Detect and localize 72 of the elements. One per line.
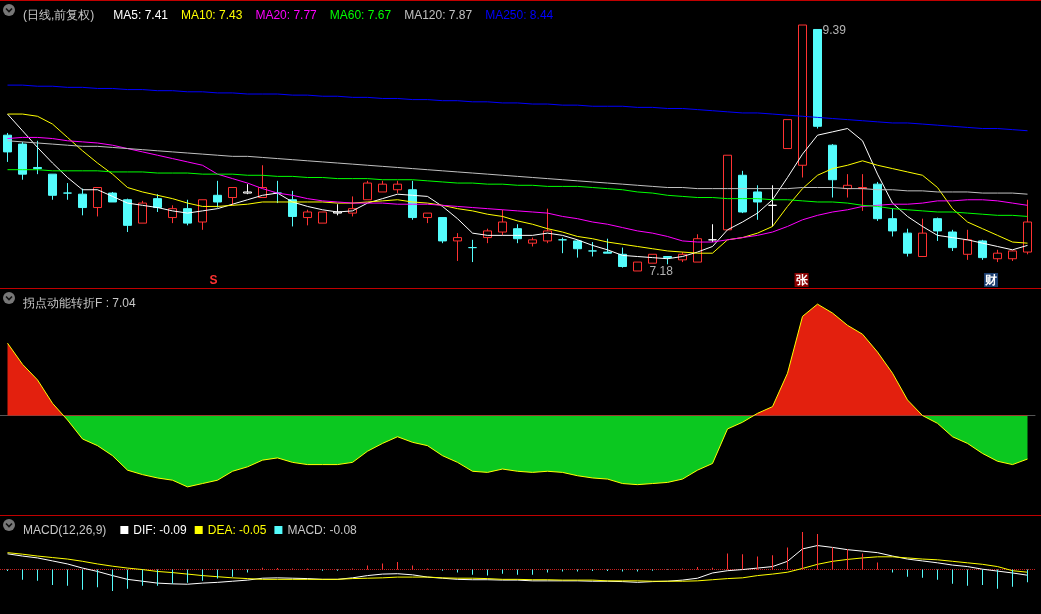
candlestick: [1023, 199, 1032, 255]
text: S: [209, 273, 218, 287]
candlestick: [573, 239, 582, 259]
annotation: 7.18: [649, 263, 674, 278]
candlestick: [453, 232, 462, 262]
candlestick: [903, 228, 912, 258]
candlestick: [63, 182, 72, 201]
candlestick: [978, 239, 987, 261]
candlestick: [78, 188, 87, 216]
candlestick: [1008, 250, 1017, 262]
text: MA5: 7.41: [113, 8, 169, 22]
candlestick: [663, 256, 672, 265]
candlestick: [3, 132, 12, 163]
candlestick: [558, 237, 567, 254]
candlestick: [783, 119, 792, 150]
text: MA120: 7.87: [404, 8, 473, 22]
candlestick: [528, 237, 537, 247]
candlestick: [243, 183, 252, 195]
candlestick: [48, 173, 57, 201]
candlestick: [828, 143, 837, 199]
candlestick: [588, 241, 597, 258]
text: MA60: 7.67: [329, 8, 392, 22]
chart-title: 拐点动能转折F : 7.04: [22, 296, 137, 310]
candlestick: [393, 180, 402, 194]
candlestick: [198, 199, 207, 231]
text: MA20: 7.77: [255, 8, 318, 22]
candlestick: [153, 193, 162, 213]
candlestick: [918, 218, 927, 258]
text: 张: [795, 273, 809, 287]
candlestick: [468, 239, 477, 263]
text: 财: [984, 273, 998, 287]
candlestick: [603, 238, 612, 254]
legend-label: MACD: -0.08: [287, 523, 358, 537]
chart-title: MACD(12,26,9): [23, 523, 107, 537]
candlestick: [513, 223, 522, 244]
candlestick: [93, 187, 102, 217]
annotation: 9.39: [822, 23, 847, 38]
candlestick: [933, 217, 942, 242]
candlestick: [963, 229, 972, 261]
candlestick: [138, 200, 147, 224]
candlestick: [618, 247, 627, 269]
candlestick: [438, 217, 447, 244]
candlestick: [123, 198, 132, 233]
candlestick: [213, 180, 222, 209]
candlestick: [888, 208, 897, 237]
candlestick: [543, 208, 552, 244]
candlestick: [873, 181, 882, 222]
legend-label: DIF: -0.09: [133, 523, 188, 537]
candlestick: [738, 170, 747, 214]
candlestick: [363, 180, 372, 201]
legend-label: DEA: -0.05: [207, 523, 267, 537]
candlestick: [993, 249, 1002, 263]
candlestick: [423, 212, 432, 224]
candlestick: [708, 223, 717, 243]
text: MA10: 7.43: [181, 8, 243, 22]
candlestick: [498, 209, 507, 236]
chart-title: (日线,前复权): [23, 8, 95, 22]
candlestick: [948, 229, 957, 252]
candlestick: [303, 209, 312, 226]
candlestick: [753, 184, 762, 221]
candlestick: [33, 140, 42, 175]
candlestick: [378, 180, 387, 193]
candlestick: [813, 28, 822, 130]
candlestick: [798, 24, 807, 178]
candlestick: [18, 141, 27, 181]
text: MA250: 8.44: [485, 8, 554, 22]
candlestick: [633, 261, 642, 272]
candlestick: [228, 187, 237, 206]
candlestick: [768, 184, 777, 227]
candlestick: [858, 173, 867, 212]
candlestick: [318, 211, 327, 224]
candlestick: [723, 154, 732, 231]
